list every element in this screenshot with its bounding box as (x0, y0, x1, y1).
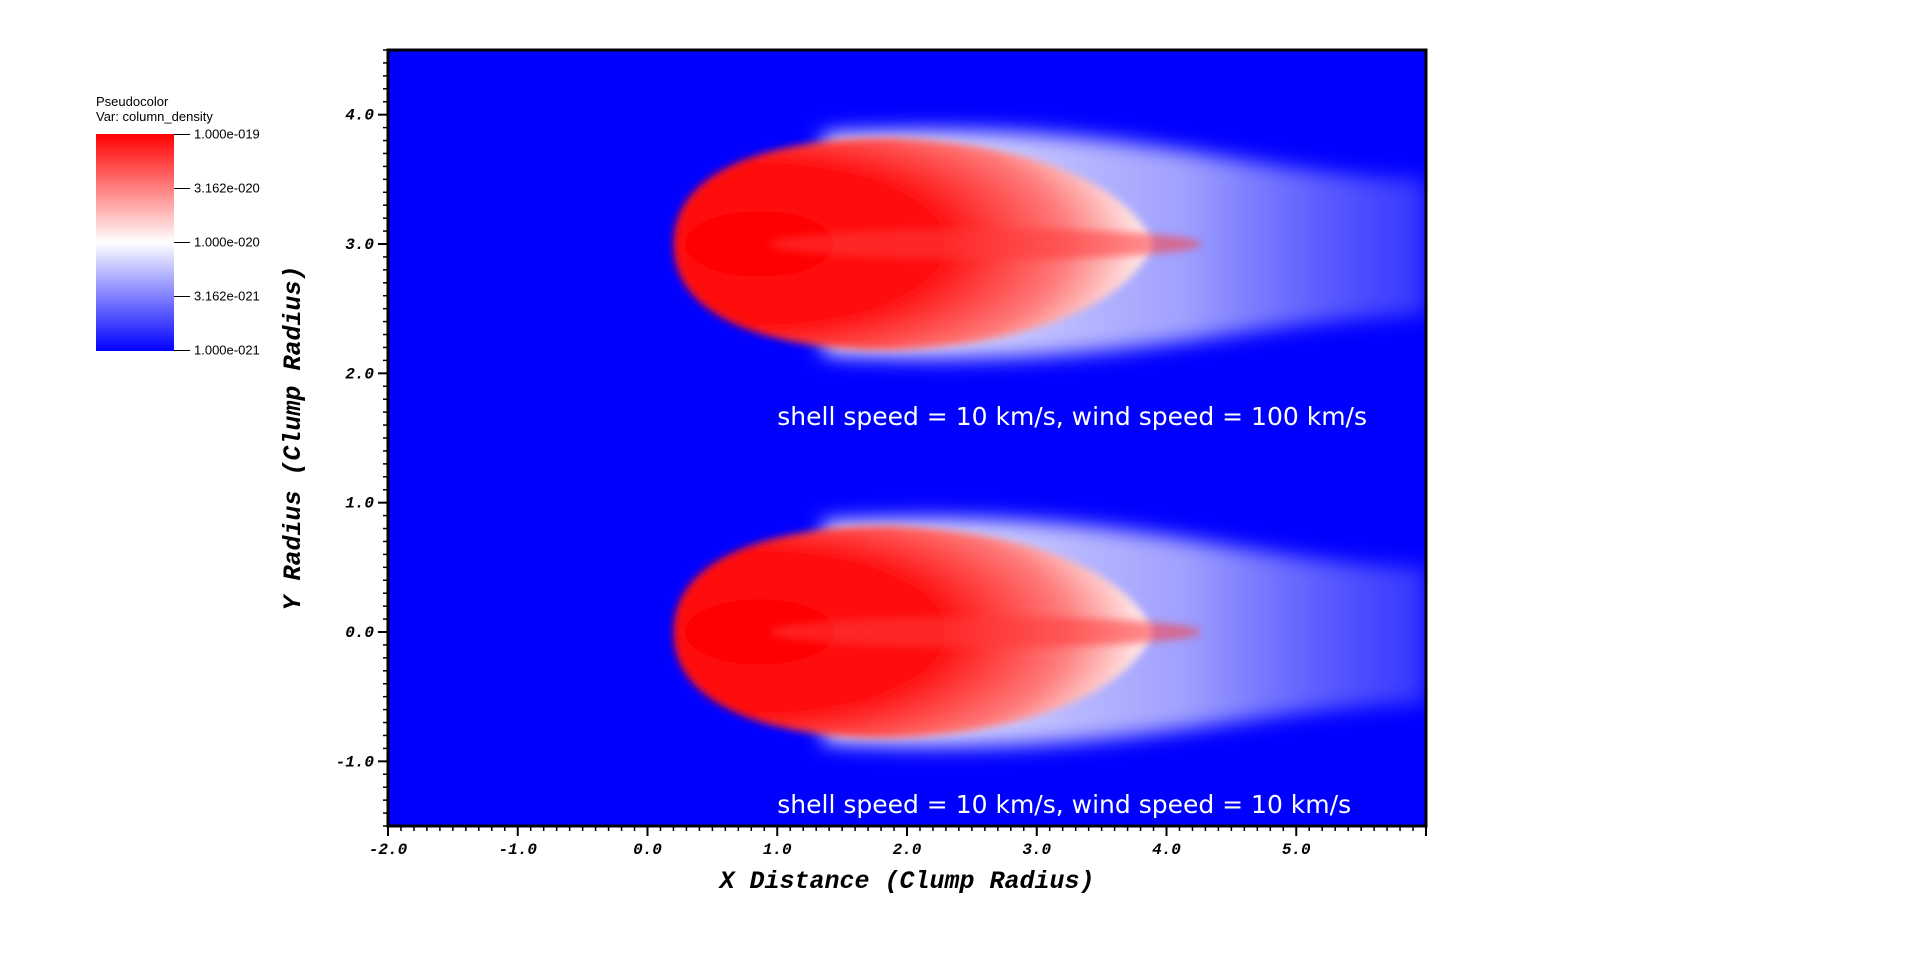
colorbar-tick (174, 134, 190, 135)
y-tick-label: 4.0 (345, 107, 374, 125)
x-tick-label: 2.0 (893, 841, 922, 859)
x-tick-label: -1.0 (499, 841, 538, 859)
colorbar-tick (174, 296, 190, 297)
colorbar-tick-label: 1.000e-020 (194, 234, 260, 250)
clump-1 (673, 130, 1426, 359)
x-tick-label: 0.0 (633, 841, 662, 859)
clump-2 (673, 518, 1426, 747)
legend-variable: Var: column_density (96, 109, 213, 124)
colorbar-legend: Pseudocolor Var: column_density 1.000e-0… (96, 94, 296, 364)
colorbar-tick (174, 188, 190, 189)
y-axis: -1.0 0.0 1.0 2.0 3.0 4.0 (336, 49, 388, 827)
colorbar-tick-label: 3.162e-021 (194, 288, 260, 304)
colorbar-tick-label: 1.000e-021 (194, 342, 260, 358)
x-tick-label: 3.0 (1022, 841, 1051, 859)
x-tick-label: 1.0 (763, 841, 792, 859)
y-tick-label: 1.0 (345, 495, 374, 513)
x-tick-label: 4.0 (1152, 841, 1181, 859)
colorbar-tick (174, 350, 190, 351)
y-tick-label: 3.0 (345, 236, 374, 254)
y-tick-label: -1.0 (336, 753, 375, 771)
colorbar (96, 134, 174, 351)
clump-core-streak (769, 228, 1202, 260)
colorbar-tick-label: 1.000e-019 (194, 126, 260, 142)
clump-annotation: shell speed = 10 km/s, wind speed = 100 … (777, 402, 1367, 431)
legend-title: Pseudocolor (96, 94, 169, 109)
colorbar-tick (174, 242, 190, 243)
x-axis: -2.0 -1.0 0.0 1.0 2.0 3.0 4.0 5.0 (369, 826, 1427, 859)
x-axis-title: X Distance (Clump Radius) (717, 867, 1094, 896)
y-tick-label: 2.0 (345, 365, 374, 383)
y-tick-label: 0.0 (345, 624, 374, 642)
clump-annotation: shell speed = 10 km/s, wind speed = 10 k… (777, 790, 1351, 819)
y-axis-title: Y Radius (Clump Radius) (279, 265, 308, 610)
clump-core-streak (769, 616, 1202, 648)
x-tick-label: -2.0 (369, 841, 408, 859)
x-tick-label: 5.0 (1282, 841, 1311, 859)
colorbar-tick-label: 3.162e-020 (194, 180, 260, 196)
